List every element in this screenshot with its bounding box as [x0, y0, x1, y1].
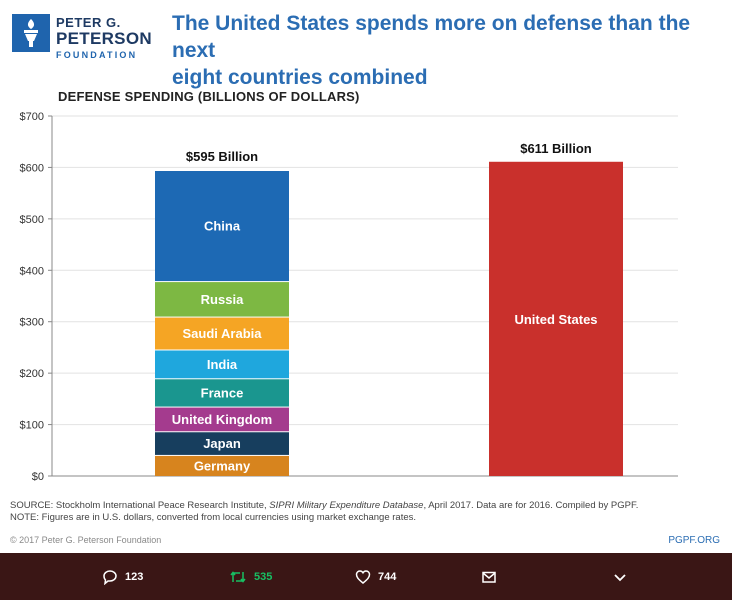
chart-title: DEFENSE SPENDING (BILLIONS OF DOLLARS) [58, 89, 360, 104]
retweet-icon [230, 570, 246, 583]
bar-segment [155, 379, 289, 407]
segment-label: United States [514, 312, 597, 327]
y-tick-label: $400 [20, 265, 44, 277]
source-line: SOURCE: Stockholm International Peace Re… [10, 500, 725, 512]
y-tick-label: $0 [32, 471, 44, 483]
bar-segment [489, 161, 623, 476]
source-suffix: , April 2017. Data are for 2016. Compile… [423, 500, 639, 511]
reply-button[interactable]: 123 [102, 553, 143, 600]
envelope-icon [482, 571, 496, 583]
like-count: 744 [378, 570, 397, 583]
peterson-foundation-logo: PETER G. PETERSON FOUNDATION [12, 14, 162, 60]
logo-line-2: PETERSON [56, 29, 152, 48]
y-tick-label: $500 [20, 214, 44, 226]
segment-label: China [204, 219, 241, 234]
chart-headline: The United States spends more on defense… [172, 10, 722, 91]
tweet-action-bar: 123 535 744 [0, 553, 732, 600]
bar-total-label: $595 Billion [186, 149, 258, 164]
site-link[interactable]: PGPF.ORG [668, 535, 720, 546]
bar-segment [155, 282, 289, 317]
segment-label: India [207, 357, 238, 372]
bar-segment [155, 350, 289, 379]
chevron-down-icon [614, 573, 626, 581]
reply-icon [103, 569, 117, 585]
bar-segment [155, 432, 289, 455]
torch-icon [12, 14, 50, 52]
bar-segment [155, 407, 289, 432]
segment-label: Russia [201, 292, 244, 307]
direct-message-button[interactable] [481, 553, 497, 600]
copyright: © 2017 Peter G. Peterson Foundation [10, 535, 162, 545]
segment-label: Saudi Arabia [183, 326, 263, 341]
like-button[interactable]: 744 [355, 553, 396, 600]
bar-segment [155, 171, 289, 282]
logo-line-1: PETER G. [56, 15, 121, 30]
source-title: SIPRI Military Expenditure Database [269, 500, 424, 511]
bar-chart: $0 $100 $200 $300 $400 $500 $600 $700 Germany Jap… [20, 111, 678, 483]
note-line: NOTE: Figures are in U.S. dollars, conve… [10, 512, 417, 523]
segment-label: United Kingdom [172, 412, 272, 427]
y-tick-label: $300 [20, 317, 44, 329]
y-tick-label: $600 [20, 162, 44, 174]
reply-count: 123 [125, 570, 144, 583]
segment-label: France [201, 385, 244, 400]
heart-icon [355, 569, 371, 584]
headline-line-2: eight countries combined [172, 66, 428, 89]
segment-label: Japan [203, 436, 241, 451]
segment-label: Germany [194, 458, 251, 473]
source-prefix: SOURCE: Stockholm International Peace Re… [10, 500, 270, 511]
retweet-button[interactable]: 535 [229, 553, 272, 600]
y-tick-label: $200 [20, 368, 44, 380]
retweet-count: 535 [254, 570, 273, 583]
headline-line-1: The United States spends more on defense… [172, 12, 691, 62]
logo-line-3: FOUNDATION [56, 50, 138, 60]
source-note: SOURCE: Stockholm International Peace Re… [10, 500, 725, 524]
more-button[interactable] [612, 553, 628, 600]
bar-segment [155, 455, 289, 476]
y-tick-label: $100 [20, 420, 44, 432]
bar-total-label: $611 Billion [520, 141, 592, 156]
tweet-image[interactable]: PETER G. PETERSON FOUNDATION The United … [0, 0, 732, 553]
y-tick-label: $700 [20, 111, 44, 123]
bar-segment [155, 317, 289, 350]
